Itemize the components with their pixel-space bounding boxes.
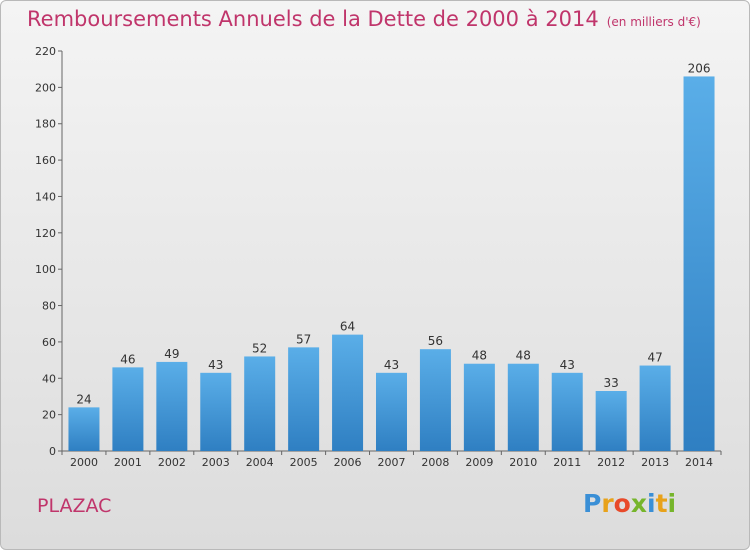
y-tick-label: 40 bbox=[42, 372, 56, 385]
bar bbox=[639, 365, 671, 451]
bar-value-label: 49 bbox=[164, 347, 179, 361]
x-tick-label: 2004 bbox=[246, 456, 274, 469]
x-tick-label: 2009 bbox=[465, 456, 493, 469]
bar-value-label: 46 bbox=[120, 352, 135, 366]
x-tick-label: 2003 bbox=[202, 456, 230, 469]
logo-letter: x bbox=[630, 489, 647, 518]
x-tick-label: 2001 bbox=[114, 456, 142, 469]
bar bbox=[376, 372, 407, 451]
x-tick-label: 2007 bbox=[378, 456, 406, 469]
x-tick-label: 2008 bbox=[421, 456, 449, 469]
logo-letter: o bbox=[613, 489, 631, 518]
y-tick-label: 160 bbox=[35, 154, 56, 167]
bar bbox=[288, 347, 320, 451]
x-tick-label: 2012 bbox=[597, 456, 625, 469]
bar bbox=[551, 372, 583, 451]
x-tick-label: 2006 bbox=[334, 456, 362, 469]
bar-value-label: 43 bbox=[560, 358, 575, 372]
chart-title: Remboursements Annuels de la Dette de 20… bbox=[27, 7, 701, 31]
bar-value-label: 64 bbox=[340, 320, 355, 334]
bar-value-label: 48 bbox=[472, 349, 487, 363]
bar-value-label: 206 bbox=[688, 61, 711, 75]
logo-letter: i bbox=[667, 489, 677, 518]
bar bbox=[595, 391, 627, 451]
bar bbox=[419, 349, 451, 451]
y-tick-label: 180 bbox=[35, 118, 56, 131]
town-name: PLAZAC bbox=[37, 495, 112, 517]
y-tick-label: 60 bbox=[42, 336, 56, 349]
bar-value-label: 47 bbox=[647, 351, 662, 365]
y-tick-label: 100 bbox=[35, 263, 56, 276]
x-tick-label: 2010 bbox=[509, 456, 537, 469]
bar-value-label: 56 bbox=[428, 334, 443, 348]
bar bbox=[683, 76, 715, 452]
y-tick-label: 200 bbox=[35, 81, 56, 94]
logo-letter: P bbox=[583, 489, 602, 518]
x-tick-label: 2014 bbox=[685, 456, 713, 469]
x-tick-label: 2011 bbox=[553, 456, 581, 469]
bar bbox=[463, 363, 495, 451]
proxiti-logo: Proxiti bbox=[583, 489, 676, 518]
y-tick-label: 0 bbox=[49, 445, 56, 458]
bar-value-label: 52 bbox=[252, 341, 267, 355]
chart-subtitle: (en milliers d'€) bbox=[606, 15, 701, 29]
y-tick-label: 20 bbox=[42, 409, 56, 422]
bar bbox=[68, 407, 100, 451]
bar bbox=[332, 334, 364, 451]
bar-value-label: 43 bbox=[384, 358, 399, 372]
x-tick-label: 2002 bbox=[158, 456, 186, 469]
bar bbox=[244, 356, 276, 451]
logo-letter: r bbox=[601, 489, 614, 518]
bar bbox=[507, 363, 539, 451]
bar-value-label: 57 bbox=[296, 332, 311, 346]
bar-value-label: 24 bbox=[76, 392, 91, 406]
x-tick-label: 2000 bbox=[70, 456, 98, 469]
chart-title-text: Remboursements Annuels de la Dette de 20… bbox=[27, 7, 599, 31]
y-tick-label: 220 bbox=[35, 45, 56, 58]
x-tick-label: 2013 bbox=[641, 456, 669, 469]
y-tick-label: 80 bbox=[42, 300, 56, 313]
bar bbox=[200, 372, 232, 451]
bar-value-label: 48 bbox=[516, 349, 531, 363]
bar-value-label: 33 bbox=[604, 376, 619, 390]
x-tick-label: 2005 bbox=[290, 456, 318, 469]
y-tick-label: 120 bbox=[35, 227, 56, 240]
logo-letter: i bbox=[647, 489, 656, 518]
bar bbox=[156, 361, 188, 451]
y-tick-label: 140 bbox=[35, 190, 56, 203]
logo-letter: t bbox=[655, 489, 668, 518]
bar-value-label: 43 bbox=[208, 358, 223, 372]
bar bbox=[112, 367, 144, 451]
